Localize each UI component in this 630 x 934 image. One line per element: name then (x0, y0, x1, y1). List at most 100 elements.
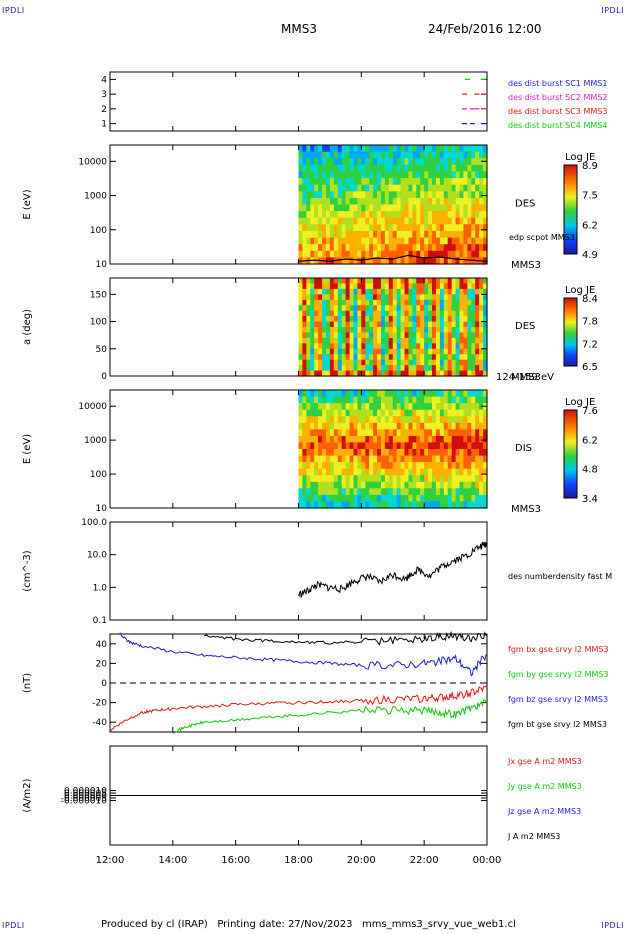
heatmap-cell (314, 396, 319, 404)
heatmap-cell (322, 442, 327, 450)
heatmap-cell (369, 337, 374, 344)
heatmap-cell (400, 359, 406, 366)
heatmap-cell (428, 257, 433, 265)
heatmap-cell (400, 403, 406, 411)
heatmap-cell (333, 316, 339, 323)
heatmap-cell (471, 244, 476, 252)
heatmap-cell (357, 422, 362, 430)
heatmap-cell (408, 422, 413, 430)
heatmap-cell (318, 481, 323, 489)
heatmap-cell (463, 422, 468, 430)
heatmap-cell (396, 171, 402, 179)
heatmap-cell (365, 481, 370, 489)
heatmap-cell (392, 449, 398, 457)
heatmap-cell (416, 475, 421, 483)
heatmap-cell (463, 164, 468, 172)
heatmap-cell (416, 403, 421, 411)
heatmap-cell (333, 409, 339, 417)
heatmap-cell (357, 310, 362, 317)
heatmap-cell (357, 288, 362, 295)
heatmap-cell (322, 488, 327, 496)
heatmap-cell (404, 310, 409, 317)
heatmap-cell (467, 370, 472, 377)
panel-density (109, 521, 488, 621)
heatmap-cell (361, 462, 366, 470)
heatmap-cell (314, 343, 319, 350)
heatmap-cell (420, 164, 425, 172)
heatmap-cell (384, 151, 390, 159)
heatmap-cell (365, 409, 370, 417)
heatmap-cell (326, 429, 331, 437)
heatmap-cell (392, 164, 398, 172)
heatmap-cell (302, 468, 307, 476)
heatmap-cell (373, 158, 378, 166)
heatmap-cell (322, 145, 327, 153)
heatmap-cell (369, 422, 374, 430)
heatmap-cell (435, 462, 441, 470)
heatmap-cell (341, 217, 347, 225)
heatmap-cell (483, 359, 488, 366)
heatmap-cell (314, 283, 319, 290)
heatmap-cell (412, 327, 417, 333)
heatmap-cell (475, 283, 480, 290)
heatmap-cell (329, 468, 335, 476)
heatmap-cell (361, 278, 366, 284)
heatmap-cell (365, 191, 370, 199)
heatmap-cell (318, 211, 323, 219)
heatmap-cell (451, 501, 457, 509)
heatmap-cell (392, 327, 398, 333)
heatmap-cell (361, 396, 366, 404)
heatmap-cell (420, 145, 425, 153)
heatmap-cell (475, 396, 480, 404)
heatmap-cell (333, 145, 339, 153)
heatmap-cell (357, 455, 362, 463)
heatmap-cell (428, 416, 433, 424)
heatmap-cell (333, 230, 339, 239)
heatmap-cell (467, 299, 472, 306)
heatmap-cell (400, 244, 406, 252)
heatmap-cell (396, 197, 402, 206)
heatmap-cell (318, 416, 323, 424)
heatmap-cell (400, 191, 406, 199)
heatmap-cell (384, 422, 390, 430)
heatmap-cell (392, 494, 398, 503)
heatmap-cell (369, 184, 374, 192)
heatmap-cell (396, 390, 402, 398)
heatmap-cell (408, 442, 413, 450)
heatmap-cell (353, 217, 358, 225)
heatmap-cell (400, 435, 406, 444)
heatmap-cell (392, 429, 398, 437)
heatmap-cell (435, 257, 441, 265)
heatmap-cell (373, 396, 378, 404)
heatmap-cell (447, 145, 453, 153)
heatmap-cell (302, 299, 307, 306)
heatmap-cell (373, 145, 378, 153)
heatmap-cell (337, 288, 343, 295)
heatmap-cell (471, 294, 476, 301)
heatmap-cell (341, 197, 347, 206)
heatmap-cell (306, 321, 311, 328)
heatmap-cell (333, 449, 339, 457)
heatmap-cell (424, 288, 429, 295)
heatmap-cell (404, 151, 409, 159)
heatmap-cell (310, 475, 315, 483)
heatmap-cell (404, 435, 409, 444)
heatmap-cell (424, 294, 429, 301)
heatmap-cell (428, 283, 433, 290)
heatmap-cell (388, 283, 394, 290)
heatmap-cell (314, 501, 319, 509)
heatmap-cell (463, 462, 468, 470)
heatmap-cell (329, 494, 335, 503)
heatmap-cell (428, 171, 433, 179)
heatmap-cell (377, 211, 382, 219)
heatmap-cell (314, 191, 319, 199)
heatmap-cell (365, 416, 370, 424)
heatmap-cell (377, 294, 382, 301)
heatmap-cell (424, 449, 429, 457)
heatmap-cell (396, 449, 402, 457)
heatmap-cell (377, 462, 382, 470)
heatmap-cell (302, 348, 307, 355)
heatmap-cell (451, 305, 457, 312)
heatmap-cell (322, 305, 327, 312)
heatmap-cell (318, 455, 323, 463)
